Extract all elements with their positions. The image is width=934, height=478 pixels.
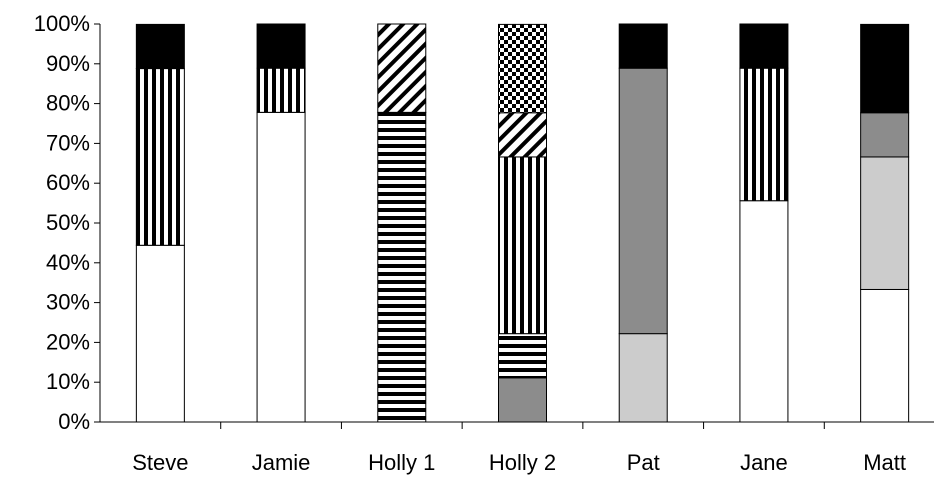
labels-layer: 0% 10% 20% 30% 40% 50% 60% 70% 80% 90% 100% Steve Ja… — [34, 11, 906, 475]
x-category-label: Matt — [863, 450, 906, 475]
axes-layer — [94, 23, 934, 429]
bar-segment-dark-gray — [618, 67, 668, 335]
bar-segment-dark-gray — [860, 112, 910, 158]
bar-segment-black — [860, 23, 910, 114]
bar-segment-dark-gray — [498, 377, 547, 423]
x-category-label: Jane — [740, 450, 788, 475]
bar-segment-horizontal-stripes — [498, 333, 547, 379]
bar-segment-white — [860, 288, 910, 423]
y-tick-label: 20% — [46, 329, 90, 354]
bar-segment-white — [135, 244, 185, 423]
y-tick-label: 50% — [46, 210, 90, 235]
bar-segment-black — [135, 23, 185, 70]
y-tick-label: 10% — [46, 369, 90, 394]
x-category-label: Pat — [627, 450, 660, 475]
y-tick-label: 90% — [46, 51, 90, 76]
bar-segment-vertical-stripes — [256, 67, 306, 113]
bar-segment-black — [618, 23, 668, 69]
x-category-label: Jamie — [252, 450, 311, 475]
bars-layer — [135, 23, 910, 423]
bar-segment-checkerboard — [498, 23, 547, 114]
bar-segment-vertical-stripes — [498, 156, 547, 335]
x-category-label: Holly 2 — [489, 450, 556, 475]
y-tick-label: 0% — [58, 409, 90, 434]
bar-segment-light-gray — [860, 156, 910, 290]
bar-segment-white — [256, 111, 306, 423]
bar-segment-horizontal-stripes — [377, 111, 427, 423]
x-category-label: Holly 1 — [368, 450, 435, 475]
bar-segment-vertical-stripes — [135, 68, 185, 246]
bar-segment-white — [739, 200, 789, 423]
y-tick-label: 30% — [46, 290, 90, 315]
y-tick-label: 100% — [34, 11, 90, 36]
bar-segment-light-gray — [618, 333, 668, 423]
bar-segment-diagonal-stripes — [377, 23, 427, 113]
bar-segment-diagonal-stripes — [498, 112, 547, 158]
y-tick-label: 60% — [46, 170, 90, 195]
y-tick-label: 40% — [46, 250, 90, 275]
y-tick-label: 70% — [46, 130, 90, 155]
bar-segment-black — [256, 23, 306, 69]
x-category-label: Steve — [132, 450, 188, 475]
bar-segment-vertical-stripes — [739, 67, 789, 202]
bar-segment-black — [739, 23, 789, 69]
y-tick-label: 80% — [46, 91, 90, 116]
